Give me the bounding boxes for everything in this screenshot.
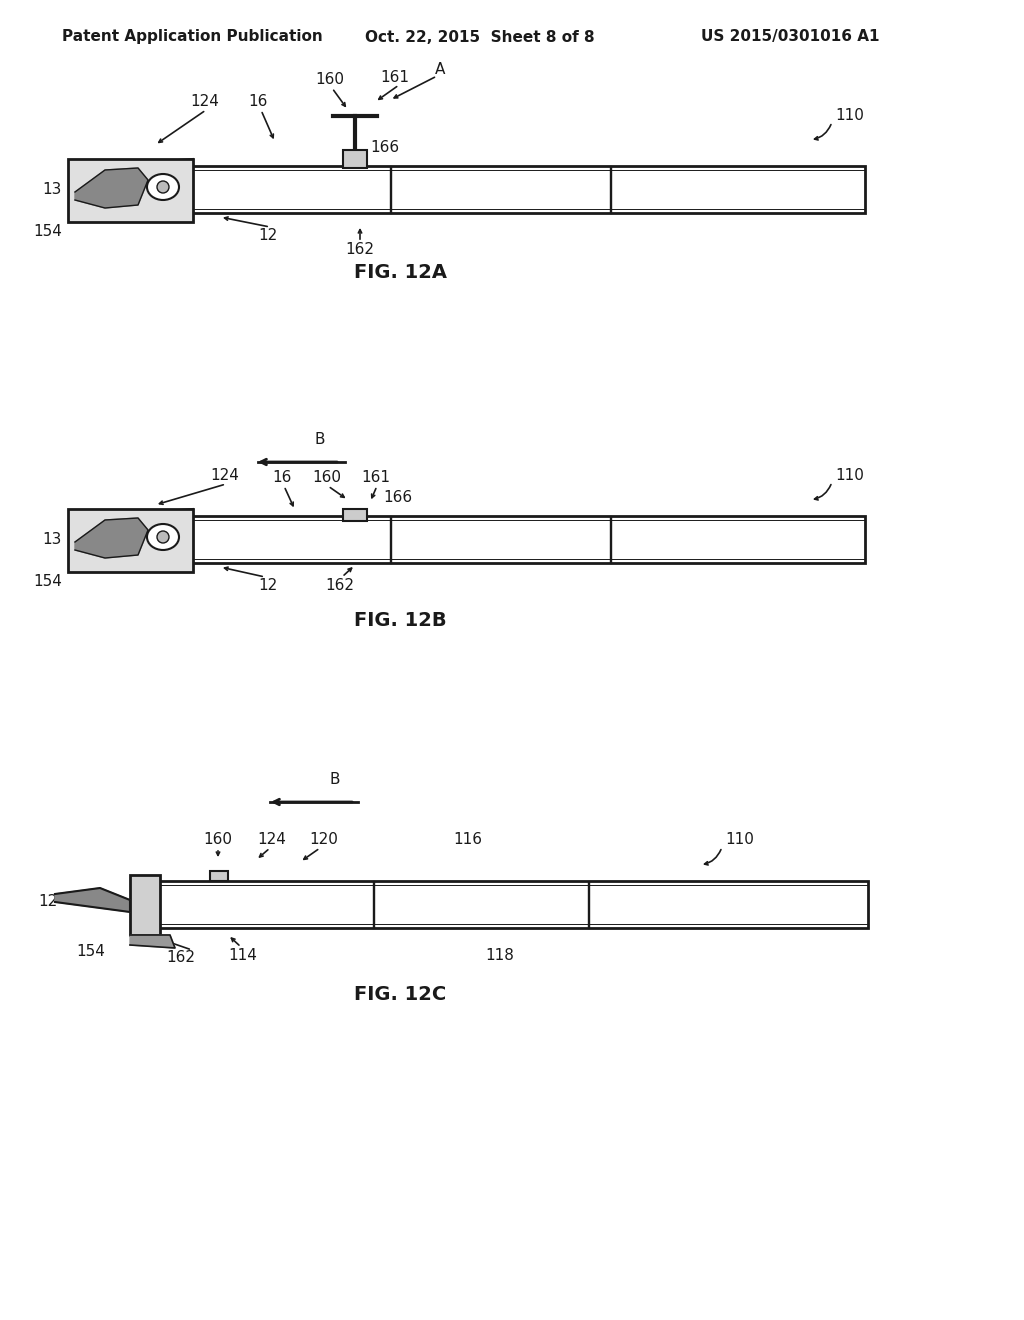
Text: 166: 166 bbox=[370, 140, 399, 156]
Text: 124: 124 bbox=[211, 469, 240, 483]
Text: 16: 16 bbox=[248, 95, 267, 110]
Text: 162: 162 bbox=[166, 950, 195, 965]
Text: 12: 12 bbox=[39, 895, 58, 909]
Text: 114: 114 bbox=[228, 948, 257, 962]
Ellipse shape bbox=[147, 174, 179, 201]
Text: 161: 161 bbox=[361, 470, 390, 486]
Text: 110: 110 bbox=[725, 833, 754, 847]
Text: FIG. 12A: FIG. 12A bbox=[353, 263, 446, 281]
Text: 162: 162 bbox=[326, 578, 354, 593]
Text: FIG. 12B: FIG. 12B bbox=[353, 610, 446, 630]
Text: A: A bbox=[435, 62, 445, 78]
Polygon shape bbox=[75, 517, 148, 558]
Text: Patent Application Publication: Patent Application Publication bbox=[61, 29, 323, 45]
Ellipse shape bbox=[147, 524, 179, 550]
Text: Oct. 22, 2015  Sheet 8 of 8: Oct. 22, 2015 Sheet 8 of 8 bbox=[366, 29, 595, 45]
Text: 162: 162 bbox=[345, 243, 375, 257]
Text: 110: 110 bbox=[835, 107, 864, 123]
Text: B: B bbox=[314, 433, 326, 447]
Bar bbox=[343, 510, 367, 521]
Bar bbox=[158, 880, 868, 928]
Bar bbox=[210, 871, 228, 880]
Text: US 2015/0301016 A1: US 2015/0301016 A1 bbox=[700, 29, 880, 45]
Bar bbox=[90, 166, 865, 213]
Text: 118: 118 bbox=[485, 948, 514, 962]
Text: 154: 154 bbox=[33, 224, 62, 239]
Text: 160: 160 bbox=[312, 470, 341, 486]
Text: 124: 124 bbox=[190, 95, 219, 110]
Text: 120: 120 bbox=[309, 833, 339, 847]
Bar bbox=[130, 875, 160, 935]
Text: 16: 16 bbox=[272, 470, 292, 486]
Text: 13: 13 bbox=[43, 532, 62, 548]
Text: 154: 154 bbox=[76, 945, 105, 960]
Circle shape bbox=[157, 531, 169, 543]
Text: B: B bbox=[330, 772, 340, 788]
Bar bbox=[343, 150, 367, 168]
Bar bbox=[68, 510, 193, 572]
Text: 160: 160 bbox=[204, 833, 232, 847]
Text: 160: 160 bbox=[315, 73, 344, 87]
Text: 12: 12 bbox=[258, 227, 278, 243]
Polygon shape bbox=[130, 935, 175, 948]
Text: 12: 12 bbox=[258, 578, 278, 593]
Text: 13: 13 bbox=[43, 182, 62, 198]
Text: 124: 124 bbox=[258, 833, 287, 847]
Bar bbox=[68, 158, 193, 222]
Text: 166: 166 bbox=[383, 491, 412, 506]
Text: 154: 154 bbox=[33, 574, 62, 590]
Bar bbox=[90, 516, 865, 564]
Text: 110: 110 bbox=[835, 467, 864, 483]
Polygon shape bbox=[75, 168, 148, 209]
Text: 161: 161 bbox=[381, 70, 410, 84]
Polygon shape bbox=[55, 888, 130, 912]
Circle shape bbox=[157, 181, 169, 193]
Text: FIG. 12C: FIG. 12C bbox=[354, 986, 446, 1005]
Text: 116: 116 bbox=[454, 833, 482, 847]
